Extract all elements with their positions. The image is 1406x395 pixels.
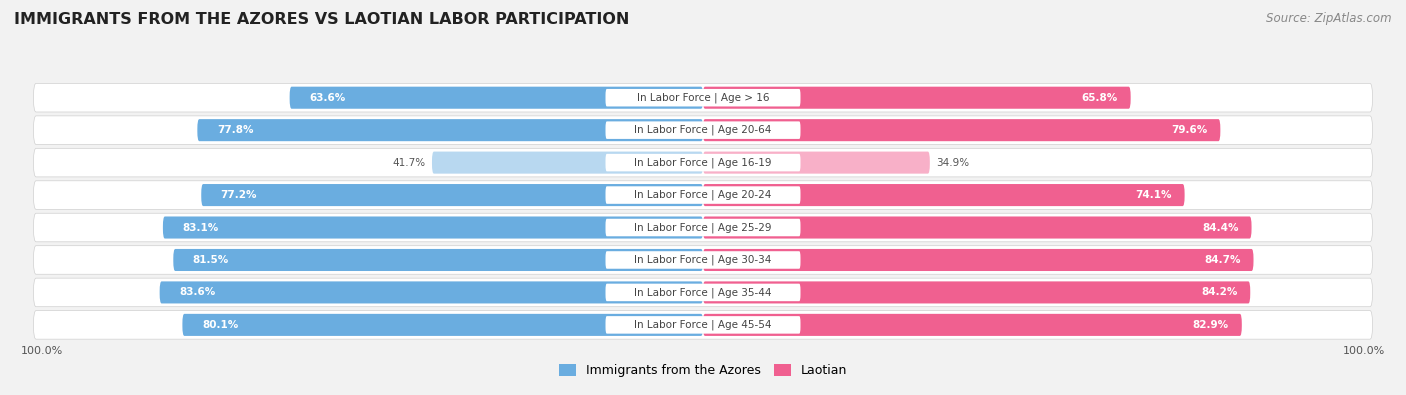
- FancyBboxPatch shape: [163, 216, 703, 239]
- Text: In Labor Force | Age > 16: In Labor Force | Age > 16: [637, 92, 769, 103]
- Text: In Labor Force | Age 20-64: In Labor Force | Age 20-64: [634, 125, 772, 135]
- Text: 83.1%: 83.1%: [183, 222, 219, 233]
- Text: 82.9%: 82.9%: [1192, 320, 1229, 330]
- Text: 81.5%: 81.5%: [193, 255, 229, 265]
- Text: 79.6%: 79.6%: [1171, 125, 1208, 135]
- FancyBboxPatch shape: [34, 149, 1372, 177]
- FancyBboxPatch shape: [703, 249, 1254, 271]
- FancyBboxPatch shape: [606, 284, 800, 301]
- FancyBboxPatch shape: [606, 89, 800, 107]
- FancyBboxPatch shape: [703, 184, 1185, 206]
- Text: 100.0%: 100.0%: [1343, 346, 1385, 356]
- FancyBboxPatch shape: [34, 310, 1372, 339]
- FancyBboxPatch shape: [703, 87, 1130, 109]
- FancyBboxPatch shape: [703, 119, 1220, 141]
- FancyBboxPatch shape: [606, 121, 800, 139]
- FancyBboxPatch shape: [34, 181, 1372, 209]
- Text: In Labor Force | Age 45-54: In Labor Force | Age 45-54: [634, 320, 772, 330]
- FancyBboxPatch shape: [703, 281, 1250, 303]
- Legend: Immigrants from the Azores, Laotian: Immigrants from the Azores, Laotian: [558, 364, 848, 377]
- Text: 63.6%: 63.6%: [309, 93, 346, 103]
- FancyBboxPatch shape: [34, 116, 1372, 145]
- Text: 84.7%: 84.7%: [1204, 255, 1240, 265]
- Text: 83.6%: 83.6%: [179, 288, 215, 297]
- FancyBboxPatch shape: [197, 119, 703, 141]
- FancyBboxPatch shape: [606, 316, 800, 334]
- FancyBboxPatch shape: [606, 186, 800, 204]
- Text: 65.8%: 65.8%: [1081, 93, 1118, 103]
- Text: In Labor Force | Age 20-24: In Labor Force | Age 20-24: [634, 190, 772, 200]
- Text: In Labor Force | Age 16-19: In Labor Force | Age 16-19: [634, 157, 772, 168]
- FancyBboxPatch shape: [34, 83, 1372, 112]
- FancyBboxPatch shape: [606, 219, 800, 236]
- FancyBboxPatch shape: [34, 278, 1372, 307]
- Text: 41.7%: 41.7%: [392, 158, 426, 167]
- Text: 80.1%: 80.1%: [202, 320, 238, 330]
- FancyBboxPatch shape: [606, 154, 800, 171]
- Text: In Labor Force | Age 25-29: In Labor Force | Age 25-29: [634, 222, 772, 233]
- Text: In Labor Force | Age 35-44: In Labor Force | Age 35-44: [634, 287, 772, 298]
- FancyBboxPatch shape: [173, 249, 703, 271]
- FancyBboxPatch shape: [34, 213, 1372, 242]
- Text: 34.9%: 34.9%: [936, 158, 970, 167]
- FancyBboxPatch shape: [703, 314, 1241, 336]
- Text: 84.2%: 84.2%: [1201, 288, 1237, 297]
- Text: In Labor Force | Age 30-34: In Labor Force | Age 30-34: [634, 255, 772, 265]
- Text: IMMIGRANTS FROM THE AZORES VS LAOTIAN LABOR PARTICIPATION: IMMIGRANTS FROM THE AZORES VS LAOTIAN LA…: [14, 12, 630, 27]
- Text: 84.4%: 84.4%: [1202, 222, 1239, 233]
- Text: 74.1%: 74.1%: [1135, 190, 1171, 200]
- FancyBboxPatch shape: [703, 216, 1251, 239]
- Text: 77.8%: 77.8%: [217, 125, 253, 135]
- Text: Source: ZipAtlas.com: Source: ZipAtlas.com: [1267, 12, 1392, 25]
- FancyBboxPatch shape: [703, 152, 929, 174]
- FancyBboxPatch shape: [34, 246, 1372, 274]
- FancyBboxPatch shape: [606, 251, 800, 269]
- FancyBboxPatch shape: [201, 184, 703, 206]
- Text: 100.0%: 100.0%: [21, 346, 63, 356]
- FancyBboxPatch shape: [432, 152, 703, 174]
- FancyBboxPatch shape: [160, 281, 703, 303]
- FancyBboxPatch shape: [183, 314, 703, 336]
- Text: 77.2%: 77.2%: [221, 190, 257, 200]
- FancyBboxPatch shape: [290, 87, 703, 109]
